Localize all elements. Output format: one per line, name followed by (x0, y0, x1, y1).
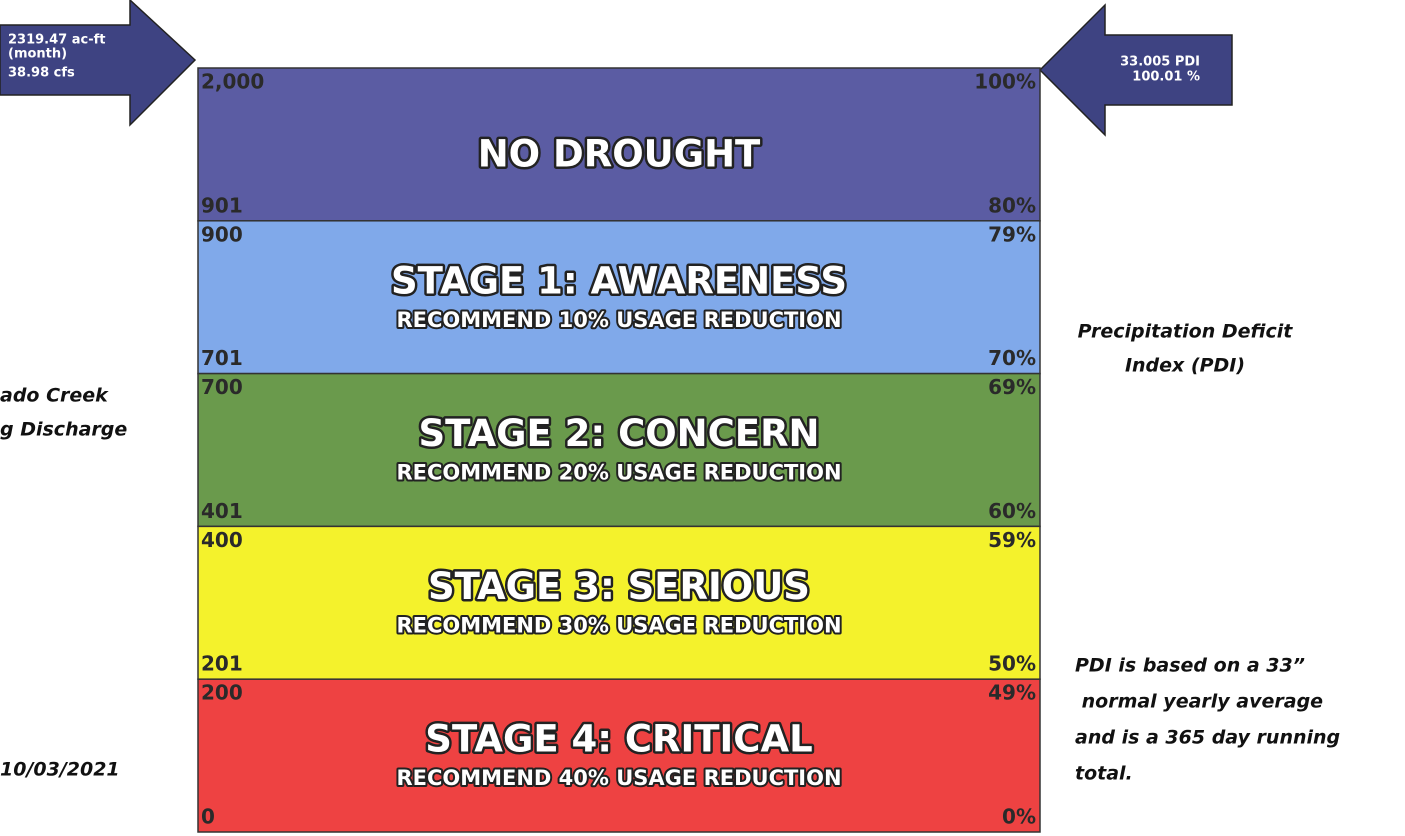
stage-band (197, 67, 1041, 222)
corner-label: 60% (988, 499, 1036, 523)
corner-label: 200 (201, 681, 243, 705)
indicator-text: 33.005 PDI (1120, 55, 1200, 70)
indicator-text: (month) (8, 47, 67, 62)
date: 10/03/2021 (0, 759, 120, 781)
stage-title: STAGE 4: CRITICAL (425, 718, 812, 761)
stage-title: STAGE 1: AWARENESS (391, 259, 847, 302)
side-label: g Discharge (0, 419, 127, 441)
side-label: ado Creek (0, 385, 109, 407)
corner-label: 201 (201, 652, 243, 676)
indicator-text: 2319.47 ac-ft (8, 33, 105, 48)
stage-subtitle: RECOMMEND 20% USAGE REDUCTION (396, 461, 841, 485)
corner-label: 400 (201, 528, 243, 552)
corner-label: 900 (201, 222, 243, 246)
corner-label: 50% (988, 652, 1036, 676)
stage-band (197, 372, 1041, 528)
stage-title: STAGE 3: SERIOUS (428, 565, 810, 608)
indicator-text: 100.01 % (1132, 70, 1200, 85)
corner-label: 0% (1002, 805, 1036, 829)
corner-label: 401 (201, 499, 243, 523)
stage-subtitle: RECOMMEND 10% USAGE REDUCTION (396, 308, 841, 332)
corner-label: 100% (974, 70, 1036, 94)
corner-label: 79% (988, 222, 1036, 246)
stage-band (197, 678, 1041, 833)
side-label: Precipitation Deficit (1078, 321, 1294, 343)
corner-label: 2,000 (201, 70, 264, 94)
right-arrow (1038, 3, 1233, 137)
corner-label: 901 (201, 193, 243, 217)
stage-subtitle: RECOMMEND 40% USAGE REDUCTION (396, 766, 841, 790)
indicator-text: 38.98 cfs (8, 66, 75, 81)
corner-label: 701 (201, 346, 243, 370)
corner-label: 700 (201, 375, 243, 399)
left-arrow (0, 0, 197, 127)
note-line: and is a 365 day running (1075, 727, 1340, 749)
side-label: Index (PDI) (1125, 355, 1245, 377)
corner-label: 70% (988, 346, 1036, 370)
stage-band (197, 525, 1041, 680)
note-line: normal yearly average (1075, 691, 1323, 713)
stage-title: NO DROUGHT (478, 133, 761, 176)
note-line: total. (1075, 763, 1133, 785)
corner-label: 59% (988, 528, 1036, 552)
corner-label: 69% (988, 375, 1036, 399)
stage-title: STAGE 2: CONCERN (418, 412, 819, 455)
corner-label: 80% (988, 193, 1036, 217)
corner-label: 0 (201, 805, 215, 829)
corner-label: 49% (988, 681, 1036, 705)
stage-subtitle: RECOMMEND 30% USAGE REDUCTION (396, 613, 841, 637)
note-line: PDI is based on a 33” (1075, 655, 1305, 677)
